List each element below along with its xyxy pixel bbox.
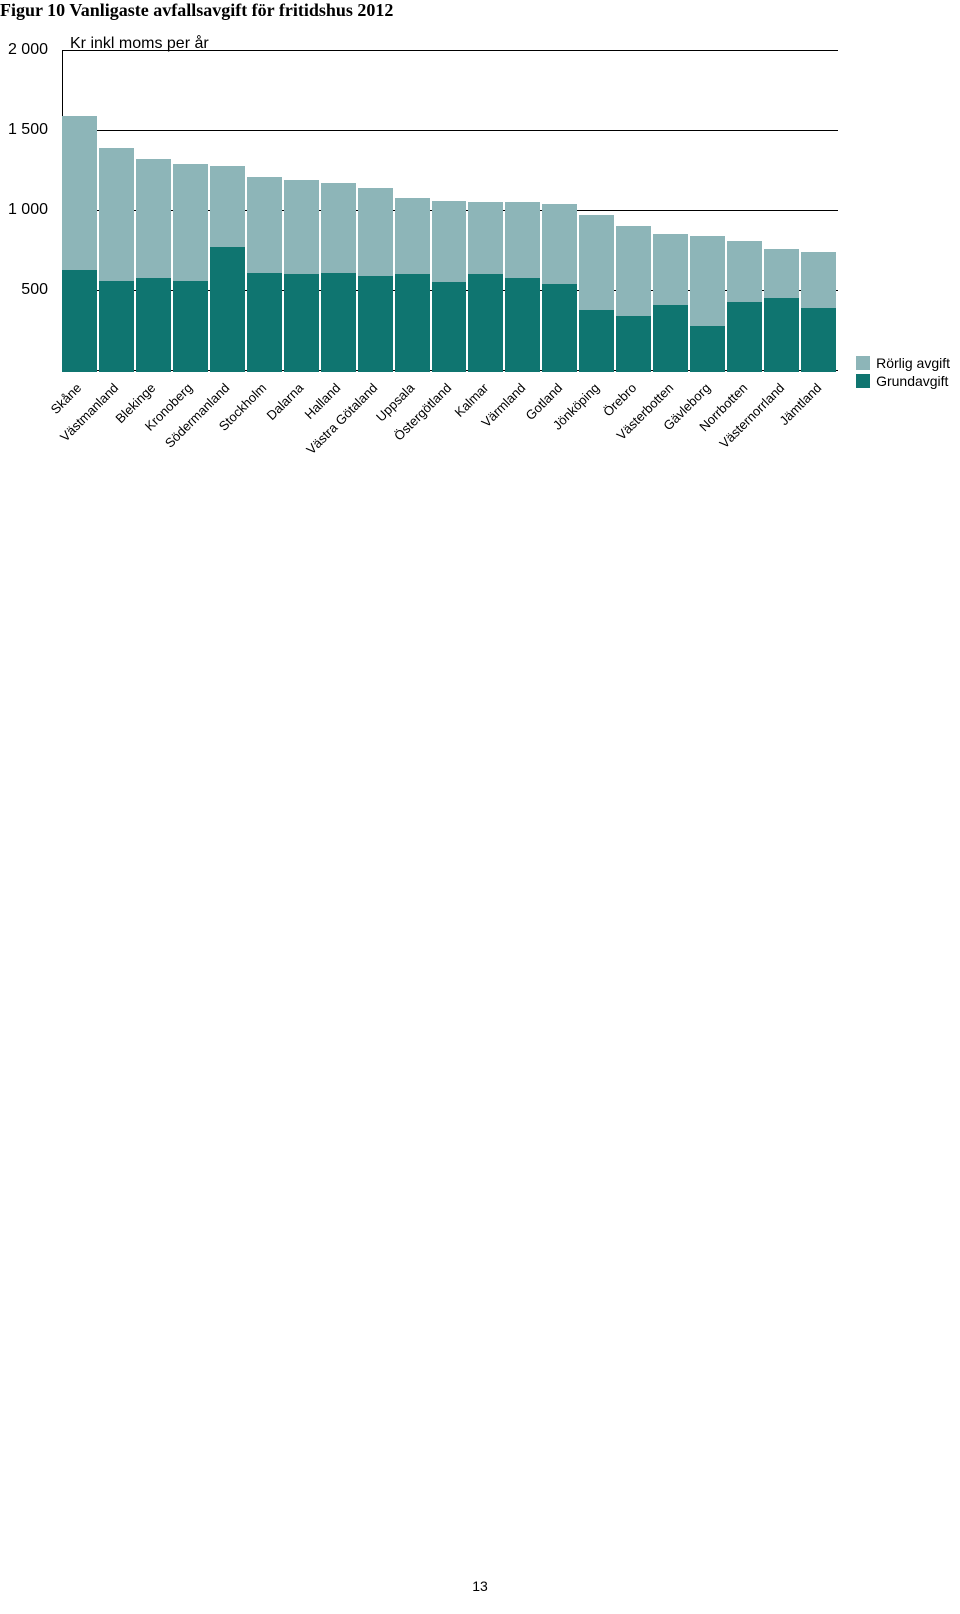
bar-grund [321,273,356,372]
bar-örebro: Örebro [616,52,651,372]
bar-grund [99,281,134,372]
page-number: 13 [472,1578,488,1594]
bar-kronoberg: Kronoberg [173,52,208,372]
bar-rorlig [210,166,245,248]
bar-rorlig [764,249,799,299]
bar-rorlig [432,201,467,283]
bar-stockholm: Stockholm [247,52,282,372]
bar-grund [432,282,467,372]
bar-norrbotten: Norrbotten [727,52,762,372]
bar-halland: Halland [321,52,356,372]
bar-grund [136,278,171,372]
bar-rorlig [801,252,836,308]
bar-grund [284,274,319,372]
bar-grund [358,276,393,372]
bar-rorlig [136,159,171,277]
bar-jönköping: Jönköping [579,52,614,372]
bar-dalarna: Dalarna [284,52,319,372]
legend: Rörlig avgift Grundavgift [856,355,950,391]
bar-grund [62,270,97,372]
legend-item-rorlig: Rörlig avgift [856,355,950,371]
bar-rorlig [395,198,430,275]
bar-grund [542,284,577,372]
legend-swatch-grund [856,374,870,388]
bar-rorlig [284,180,319,274]
bar-rorlig [358,188,393,276]
bar-rorlig [616,226,651,316]
bar-grund [247,273,282,372]
bar-rorlig [468,202,503,274]
bar-gävleborg: Gävleborg [690,52,725,372]
bar-rorlig [62,116,97,270]
chart-title: Figur 10 Vanligaste avfallsavgift för fr… [0,0,393,21]
legend-label-rorlig: Rörlig avgift [876,355,950,371]
bar-grund [395,274,430,372]
bar-rorlig [505,202,540,277]
page: Figur 10 Vanligaste avfallsavgift för fr… [0,0,960,1614]
bar-rorlig [321,183,356,273]
bar-blekinge: Blekinge [136,52,171,372]
bar-rorlig [542,204,577,284]
bar-grund [764,298,799,372]
chart: 5001 0001 5002 000 SkåneVästmanlandBleki… [0,50,950,450]
bar-södermanland: Södermanland [210,52,245,372]
bar-rorlig [99,148,134,281]
bar-östergötland: Östergötland [432,52,467,372]
bar-gotland: Gotland [542,52,577,372]
legend-swatch-rorlig [856,356,870,370]
bar-rorlig [247,177,282,273]
y-tick-label: 1 500 [0,121,48,139]
legend-item-grund: Grundavgift [856,373,950,389]
bar-värmland: Värmland [505,52,540,372]
bar-grund [468,274,503,372]
bar-västernorrland: Västernorrland [764,52,799,372]
bar-rorlig [173,164,208,281]
bar-västmanland: Västmanland [99,52,134,372]
bar-grund [505,278,540,372]
bar-västerbotten: Västerbotten [653,52,688,372]
y-tick-label: 500 [0,281,48,299]
bar-rorlig [579,215,614,309]
bar-grund [173,281,208,372]
bars-row: SkåneVästmanlandBlekingeKronobergSöderma… [62,52,838,372]
bar-skåne: Skåne [62,52,97,372]
bar-rorlig [690,236,725,326]
gridline [62,50,838,51]
bar-grund [210,247,245,372]
y-tick-label: 2 000 [0,41,48,59]
legend-label-grund: Grundavgift [876,373,948,389]
bar-rorlig [727,241,762,302]
bar-rorlig [653,234,688,304]
y-tick-label: 1 000 [0,201,48,219]
bar-uppsala: Uppsala [395,52,430,372]
bar-västra-götaland: Västra Götaland [358,52,393,372]
bar-kalmar: Kalmar [468,52,503,372]
bar-jämtland: Jämtland [801,52,836,372]
